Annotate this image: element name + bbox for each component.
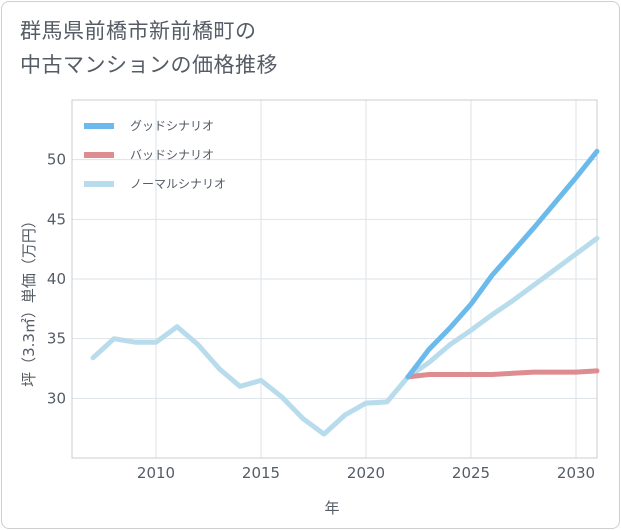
y-tick-label-45: 45 — [47, 210, 66, 228]
x-axis-label: 年 — [324, 499, 339, 517]
y-tick-label-50: 50 — [47, 151, 66, 169]
chart-title-line-1: 群馬県前橋市新前橋町の — [20, 19, 257, 43]
legend-item-normal: ノーマルシナリオ — [84, 177, 226, 191]
x-tick-label-2030: 2030 — [557, 464, 595, 482]
y-tick-label-35: 35 — [47, 330, 66, 348]
legend-item-normal-label: ノーマルシナリオ — [130, 177, 226, 191]
legend-item-bad: バッドシナリオ — [84, 148, 214, 162]
normal-scenario-line — [90, 235, 600, 437]
chart-title: 群馬県前橋市新前橋町の 中古マンションの価格推移 — [20, 14, 278, 82]
x-tick-label-2015: 2015 — [242, 464, 280, 482]
x-tick-label-2025: 2025 — [452, 464, 490, 482]
x-tick-label-2010: 2010 — [137, 464, 175, 482]
y-axis-label: 坪（3.3㎡）単価（万円） — [20, 213, 38, 387]
bad-scenario-line — [405, 368, 600, 380]
good-scenario-line — [405, 148, 600, 380]
x-tick-label-2020: 2020 — [347, 464, 385, 482]
legend-item-good-label: グッドシナリオ — [130, 119, 214, 133]
chart-title-line-2: 中古マンションの価格推移 — [20, 53, 278, 77]
y-tick-label-40: 40 — [47, 270, 66, 288]
series-layer — [90, 148, 600, 437]
tick-labels: 2010 2015 2020 2025 2030 30 35 40 45 50 — [47, 151, 595, 482]
plot-area-border — [71, 99, 598, 459]
legend-item-bad-label: バッドシナリオ — [130, 148, 214, 162]
legend-item-good: グッドシナリオ — [84, 119, 214, 133]
y-tick-label-30: 30 — [47, 389, 66, 407]
